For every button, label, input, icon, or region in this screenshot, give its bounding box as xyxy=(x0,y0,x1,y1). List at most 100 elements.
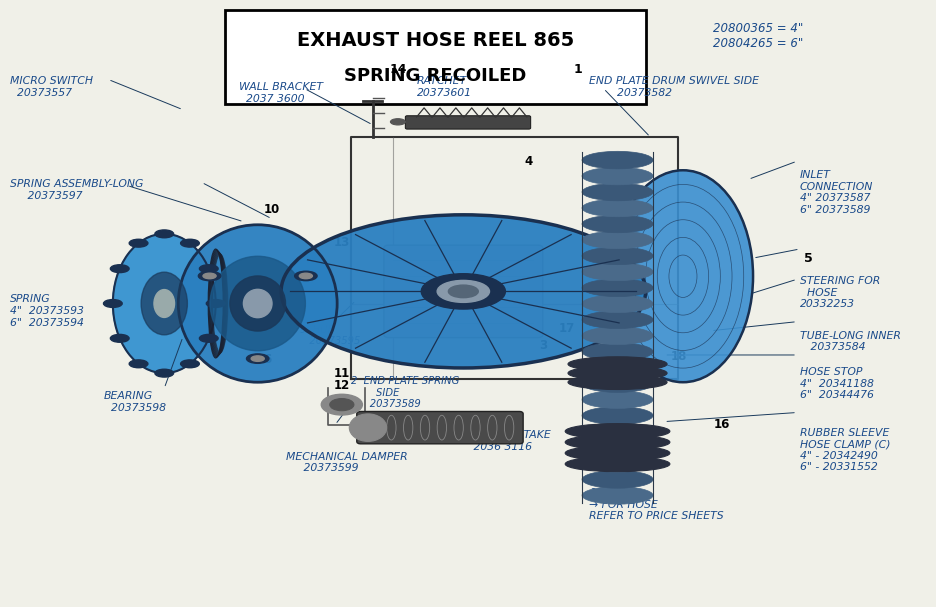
FancyBboxPatch shape xyxy=(405,116,531,129)
Ellipse shape xyxy=(329,399,354,411)
Ellipse shape xyxy=(129,360,148,368)
Ellipse shape xyxy=(246,354,269,364)
Ellipse shape xyxy=(203,273,216,279)
Ellipse shape xyxy=(565,446,670,461)
Ellipse shape xyxy=(300,273,313,279)
Text: RATCHET
20373601: RATCHET 20373601 xyxy=(417,76,472,98)
Text: 3: 3 xyxy=(539,339,547,353)
Ellipse shape xyxy=(568,366,667,381)
Text: 12: 12 xyxy=(334,379,350,392)
Text: 2  END PLATE SPRING
        SIDE
      20373589: 2 END PLATE SPRING SIDE 20373589 xyxy=(351,376,460,409)
Ellipse shape xyxy=(243,290,272,317)
Ellipse shape xyxy=(199,334,218,342)
Text: 11: 11 xyxy=(334,367,350,379)
Ellipse shape xyxy=(582,279,653,297)
Ellipse shape xyxy=(129,239,148,247)
Ellipse shape xyxy=(582,295,653,313)
Ellipse shape xyxy=(181,360,199,368)
Text: 1: 1 xyxy=(573,63,582,76)
Text: INLET
CONNECTION
4" 20373587
6" 20373589: INLET CONNECTION 4" 20373587 6" 20373589 xyxy=(799,171,873,215)
Text: END PLATE DRUM SWIVEL SIDE
        20373582: END PLATE DRUM SWIVEL SIDE 20373582 xyxy=(590,76,759,98)
Ellipse shape xyxy=(582,247,653,265)
Ellipse shape xyxy=(582,327,653,345)
Ellipse shape xyxy=(582,215,653,232)
Text: STEERING FOR
  HOSE
20332253: STEERING FOR HOSE 20332253 xyxy=(799,276,880,310)
Ellipse shape xyxy=(104,300,123,307)
Ellipse shape xyxy=(349,414,387,441)
Ellipse shape xyxy=(582,199,653,217)
Text: SPRING ASSEMBLY-LONG
     20373597: SPRING ASSEMBLY-LONG 20373597 xyxy=(10,179,143,201)
Text: SPRING
4"  20373593
6"  20373594: SPRING 4" 20373593 6" 20373594 xyxy=(10,294,84,328)
Ellipse shape xyxy=(582,407,653,424)
Ellipse shape xyxy=(321,395,362,415)
Ellipse shape xyxy=(613,171,753,382)
Ellipse shape xyxy=(582,168,653,185)
Ellipse shape xyxy=(154,230,173,238)
Ellipse shape xyxy=(582,231,653,249)
Text: 13: 13 xyxy=(334,237,350,249)
FancyBboxPatch shape xyxy=(384,245,543,337)
Ellipse shape xyxy=(582,487,653,504)
Text: 9  HUB
   20373595: 9 HUB 20373595 xyxy=(300,325,360,347)
Ellipse shape xyxy=(568,357,667,371)
Ellipse shape xyxy=(198,271,221,280)
Text: BEARING
  20373598: BEARING 20373598 xyxy=(104,392,166,413)
Ellipse shape xyxy=(582,359,653,376)
Ellipse shape xyxy=(582,470,653,488)
Ellipse shape xyxy=(582,439,653,456)
Ellipse shape xyxy=(582,375,653,392)
Text: 5: 5 xyxy=(804,252,813,265)
Ellipse shape xyxy=(582,343,653,361)
Ellipse shape xyxy=(206,300,225,307)
Text: 14: 14 xyxy=(389,63,407,76)
Ellipse shape xyxy=(199,265,218,273)
Ellipse shape xyxy=(448,285,478,297)
Ellipse shape xyxy=(251,356,264,361)
Text: 17: 17 xyxy=(559,322,576,336)
Ellipse shape xyxy=(281,215,646,368)
FancyBboxPatch shape xyxy=(225,10,646,104)
Ellipse shape xyxy=(437,280,490,302)
Text: 4: 4 xyxy=(524,155,533,168)
Ellipse shape xyxy=(565,456,670,472)
Text: SPRING RECOILED: SPRING RECOILED xyxy=(344,67,526,86)
Ellipse shape xyxy=(582,311,653,328)
Ellipse shape xyxy=(141,272,187,335)
Text: 10: 10 xyxy=(264,203,280,216)
Ellipse shape xyxy=(113,234,215,373)
Ellipse shape xyxy=(210,256,305,351)
Ellipse shape xyxy=(154,290,174,317)
Text: 18: 18 xyxy=(671,350,687,364)
Text: EXHAUST HOSE REEL 865: EXHAUST HOSE REEL 865 xyxy=(297,30,574,50)
Text: WALL BRACKET
  2037 3600: WALL BRACKET 2037 3600 xyxy=(239,83,323,104)
Ellipse shape xyxy=(110,334,129,342)
Ellipse shape xyxy=(582,391,653,409)
Text: 20800365 = 4"
20804265 = 6": 20800365 = 4" 20804265 = 6" xyxy=(713,22,803,50)
Ellipse shape xyxy=(178,225,337,382)
Ellipse shape xyxy=(390,119,405,125)
Ellipse shape xyxy=(568,375,667,390)
Ellipse shape xyxy=(565,435,670,450)
Ellipse shape xyxy=(110,265,129,273)
Ellipse shape xyxy=(421,274,505,309)
Ellipse shape xyxy=(181,239,199,247)
Text: 19
→ FOR HOSE
REFER TO PRICE SHEETS: 19 → FOR HOSE REFER TO PRICE SHEETS xyxy=(590,488,724,521)
Text: 15
HOSE 6" INTAKE
   2036 3116: 15 HOSE 6" INTAKE 2036 3116 xyxy=(463,419,551,452)
Text: RUBBER SLEEVE
HOSE CLAMP (C)
4" - 20342490
6" - 20331552: RUBBER SLEEVE HOSE CLAMP (C) 4" - 203424… xyxy=(799,428,890,472)
Ellipse shape xyxy=(565,424,670,439)
Ellipse shape xyxy=(582,422,653,440)
Ellipse shape xyxy=(582,263,653,280)
FancyBboxPatch shape xyxy=(357,412,523,444)
Ellipse shape xyxy=(582,183,653,201)
Text: 8: 8 xyxy=(207,315,215,328)
Text: 16: 16 xyxy=(714,418,730,431)
Text: MECHANICAL DAMPER
     20373599: MECHANICAL DAMPER 20373599 xyxy=(285,452,407,473)
Ellipse shape xyxy=(582,151,653,169)
Text: MICRO SWITCH
  20373557: MICRO SWITCH 20373557 xyxy=(10,76,93,98)
Ellipse shape xyxy=(582,455,653,472)
Text: TUBE-LONG INNER
   20373584: TUBE-LONG INNER 20373584 xyxy=(799,331,900,352)
Text: 6: 6 xyxy=(263,353,271,365)
Ellipse shape xyxy=(154,369,173,377)
Text: HOSE STOP
4"  20341188
6"  20344476: HOSE STOP 4" 20341188 6" 20344476 xyxy=(799,367,873,400)
Ellipse shape xyxy=(230,276,285,331)
